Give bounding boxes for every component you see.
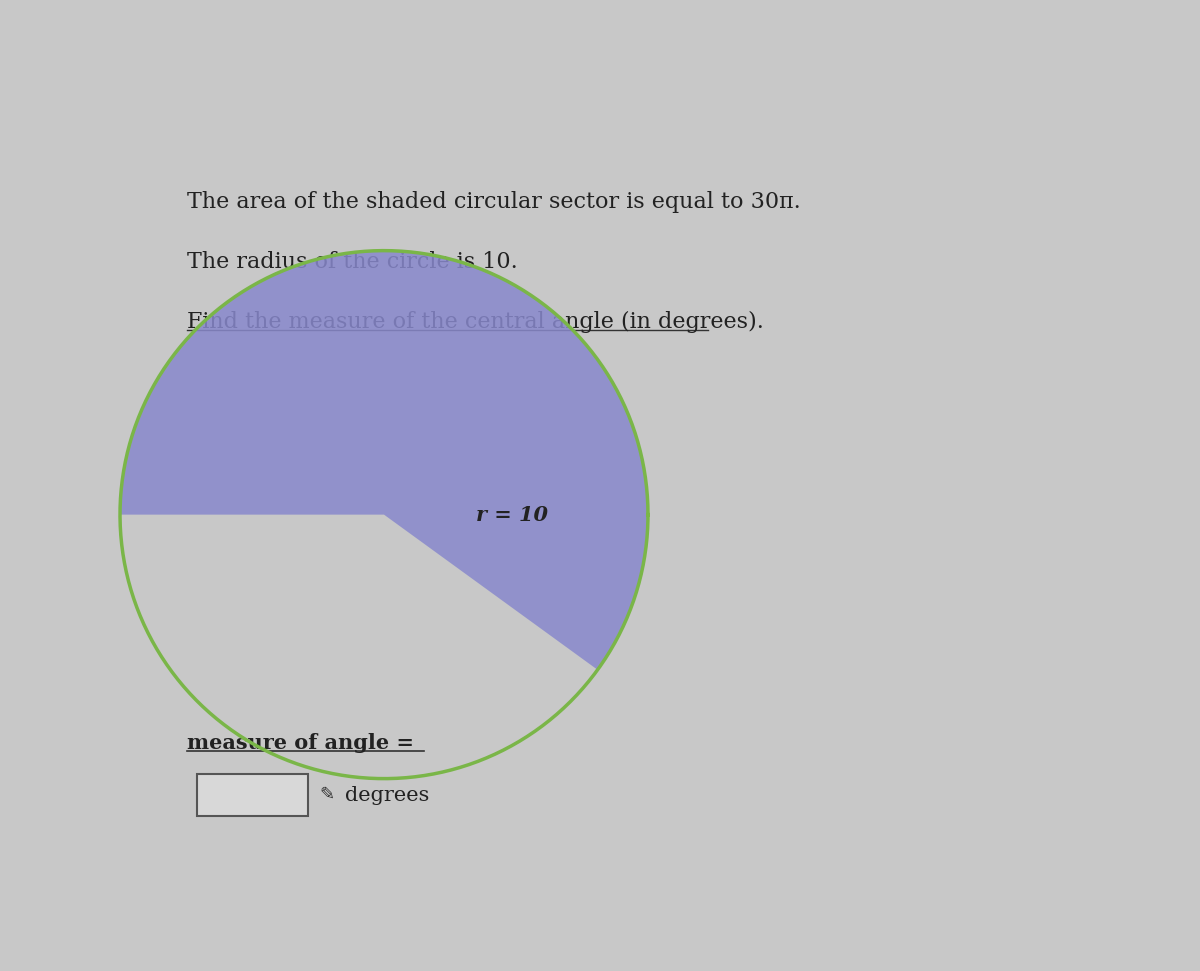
Text: measure of angle =: measure of angle = [187,733,414,753]
Text: Find the measure of the central angle (in degrees).: Find the measure of the central angle (i… [187,311,764,333]
Wedge shape [120,251,648,670]
Text: The radius of the circle is 10.: The radius of the circle is 10. [187,251,518,273]
FancyBboxPatch shape [197,775,308,816]
Text: r = 10: r = 10 [476,505,548,524]
Text: The area of the shaded circular sector is equal to 30π.: The area of the shaded circular sector i… [187,191,800,214]
Text: ✎: ✎ [319,787,335,804]
Text: degrees: degrees [346,786,430,805]
